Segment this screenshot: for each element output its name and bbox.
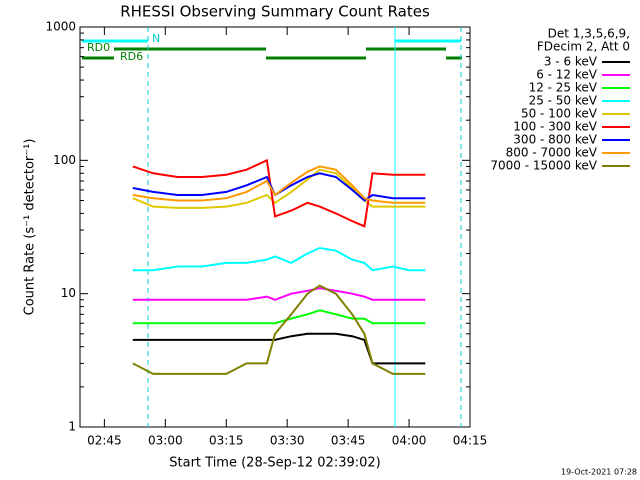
x-tick-label: 03:00 <box>148 434 183 448</box>
series-line <box>132 332 426 365</box>
footer: 19-Oct-2021 07:28 <box>561 468 637 477</box>
x-tick-label: 02:45 <box>87 434 122 448</box>
series-line <box>132 287 426 301</box>
y-tick-label: 10 <box>61 286 76 300</box>
annotation: N <box>152 32 160 45</box>
series-line <box>132 168 426 209</box>
annotation: RD0 <box>87 41 110 54</box>
legend-label: 800 - 7000 keV <box>506 146 598 160</box>
x-tick-label: 03:45 <box>331 434 366 448</box>
legend-header: FDecim 2, Att 0 <box>537 40 630 54</box>
series-line <box>132 246 426 272</box>
annotation: RD6 <box>120 50 143 63</box>
y-tick-label: 1 <box>68 420 76 434</box>
legend-label: 300 - 800 keV <box>513 133 597 147</box>
legend-label: 100 - 300 keV <box>513 120 597 134</box>
legend-label: 50 - 100 keV <box>521 107 598 121</box>
x-tick-label: 03:15 <box>209 434 244 448</box>
x-tick-label: 04:00 <box>392 434 427 448</box>
plot-frame <box>79 26 471 428</box>
series-line <box>132 172 426 202</box>
chart-title: RHESSI Observing Summary Count Rates <box>120 3 430 21</box>
legend-label: 3 - 6 keV <box>544 55 598 69</box>
x-tick-label: 04:15 <box>453 434 488 448</box>
legend-label: 6 - 12 keV <box>536 68 598 82</box>
y-tick-label: 100 <box>53 153 76 167</box>
series-line <box>132 309 426 325</box>
x-tick-label: 03:30 <box>270 434 305 448</box>
x-axis-label: Start Time (28-Sep-12 02:39:02) <box>169 456 380 471</box>
y-tick-label: 1000 <box>45 20 76 34</box>
series-line <box>132 165 426 204</box>
series-line <box>132 158 426 228</box>
legend-label: 25 - 50 keV <box>529 94 598 108</box>
legend-label: 12 - 25 keV <box>529 81 598 95</box>
legend-label: 7000 - 15000 keV <box>490 159 597 173</box>
legend-header: Det 1,3,5,6,9, <box>548 27 630 41</box>
series-line <box>132 284 426 375</box>
y-axis-label: Count Rate (s⁻¹ detector⁻¹) <box>23 139 38 316</box>
